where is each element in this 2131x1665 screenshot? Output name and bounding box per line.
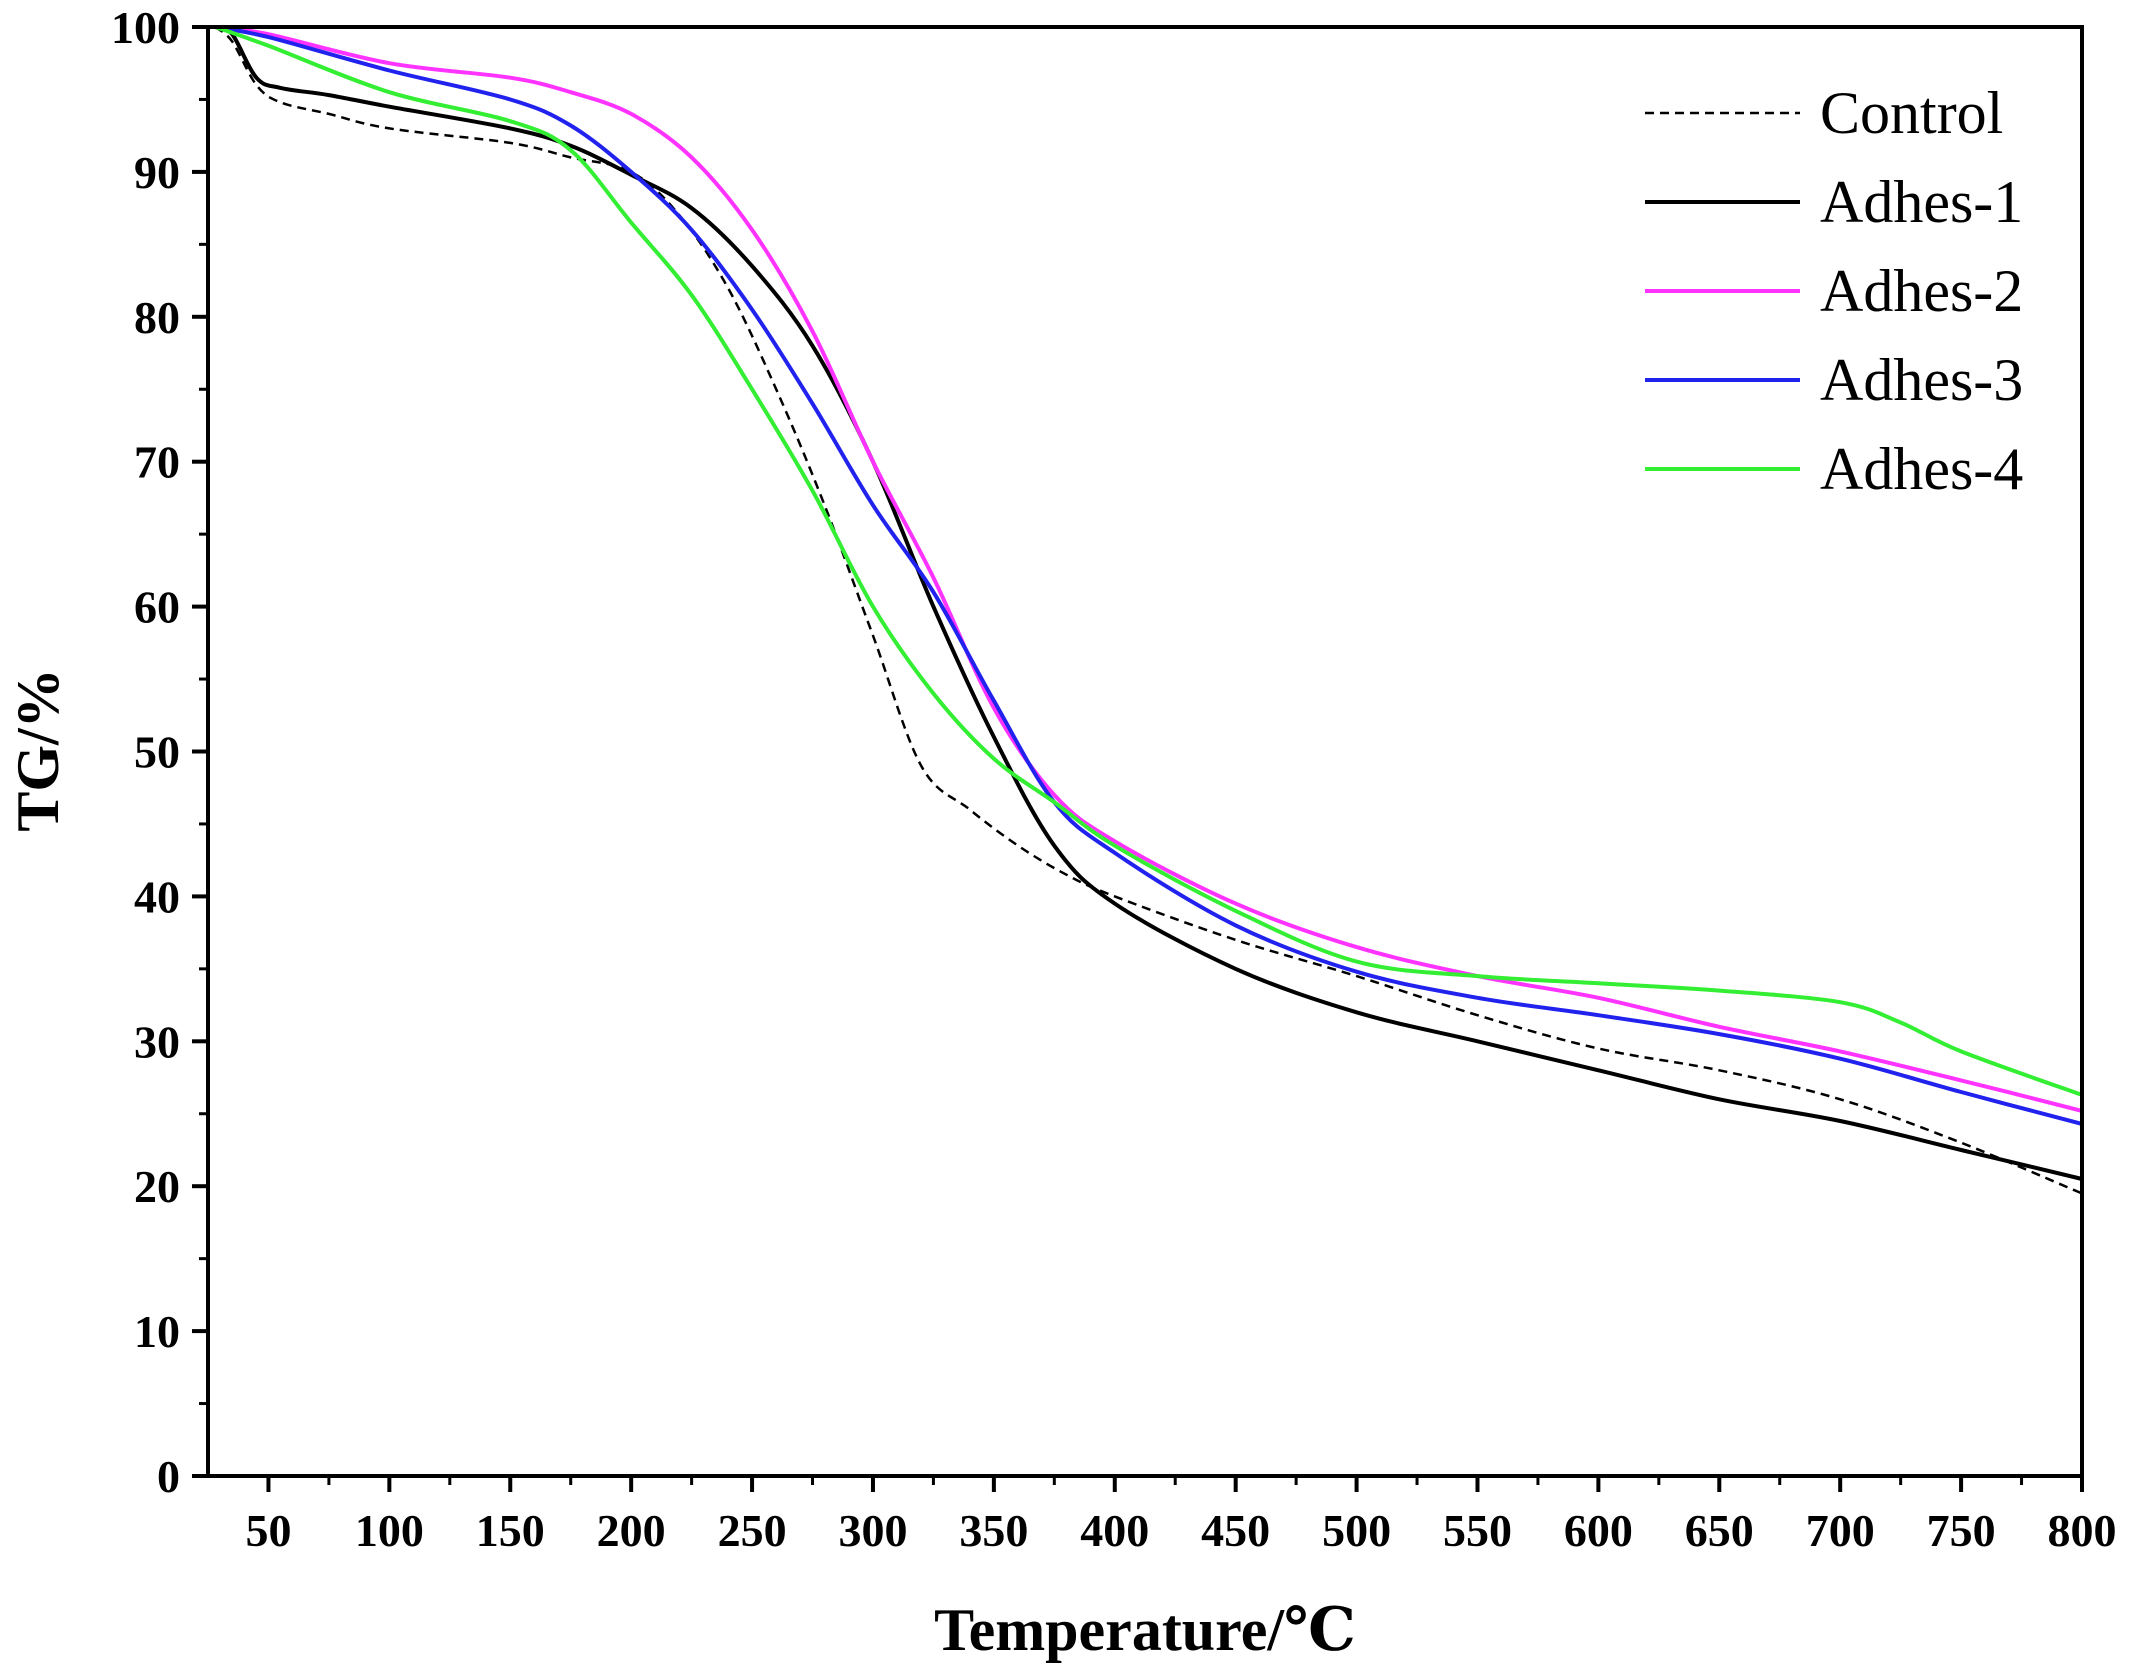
- y-axis-title: TG/%: [5, 668, 71, 831]
- y-tick-label: 70: [134, 437, 180, 488]
- legend-label-4: Adhes-3: [1820, 347, 2023, 413]
- y-tick-label: 90: [134, 147, 180, 198]
- x-tick-label: 550: [1443, 1505, 1512, 1556]
- x-tick-label: 750: [1927, 1505, 1996, 1556]
- x-axis-title: Temperature/℃: [934, 1597, 1356, 1663]
- x-tick-label: 350: [959, 1505, 1028, 1556]
- x-tick-label: 50: [245, 1505, 291, 1556]
- x-tick-label: 650: [1685, 1505, 1754, 1556]
- series-line-4: [214, 25, 2083, 1126]
- series-line-3: [215, 25, 2083, 1113]
- legend-label-3: Adhes-2: [1820, 258, 2023, 324]
- series-line-1: [214, 25, 2083, 1195]
- y-tick-label: 10: [134, 1306, 180, 1357]
- x-tick-label: 200: [597, 1505, 666, 1556]
- y-tick-label: 50: [134, 727, 180, 778]
- x-tick-label: 100: [355, 1505, 424, 1556]
- series-line-2: [214, 25, 2083, 1181]
- x-tick-label: 500: [1322, 1505, 1391, 1556]
- x-tick-label: 700: [1806, 1505, 1875, 1556]
- y-tick-label: 40: [134, 871, 180, 922]
- legend: Control Adhes-1 Adhes-2 Adhes-3 Adhes-4: [1645, 80, 2023, 502]
- x-tick-label: 800: [2048, 1505, 2117, 1556]
- y-tick-label: 30: [134, 1016, 180, 1067]
- legend-label-2: Adhes-1: [1820, 169, 2023, 235]
- x-tick-label: 400: [1080, 1505, 1149, 1556]
- y-tick-label: 0: [157, 1451, 180, 1502]
- axes-layer: 50 100 150 200 250 300 350 400 450 500 550 600 650 70…: [111, 2, 2117, 1556]
- x-tick-label: 300: [838, 1505, 907, 1556]
- x-tick-label: 150: [476, 1505, 545, 1556]
- y-tick-label: 20: [134, 1161, 180, 1212]
- y-tick-label: 100: [111, 2, 180, 53]
- legend-label-5: Adhes-4: [1820, 436, 2023, 502]
- y-tick-label: 60: [134, 582, 180, 633]
- x-tick-label: 600: [1564, 1505, 1633, 1556]
- x-tick-label: 450: [1201, 1505, 1270, 1556]
- series-line-5: [214, 25, 2083, 1097]
- x-tick-label: 250: [718, 1505, 787, 1556]
- y-tick-label: 80: [134, 292, 180, 343]
- legend-label-1: Control: [1820, 80, 2003, 146]
- series-layer: [214, 25, 2083, 1195]
